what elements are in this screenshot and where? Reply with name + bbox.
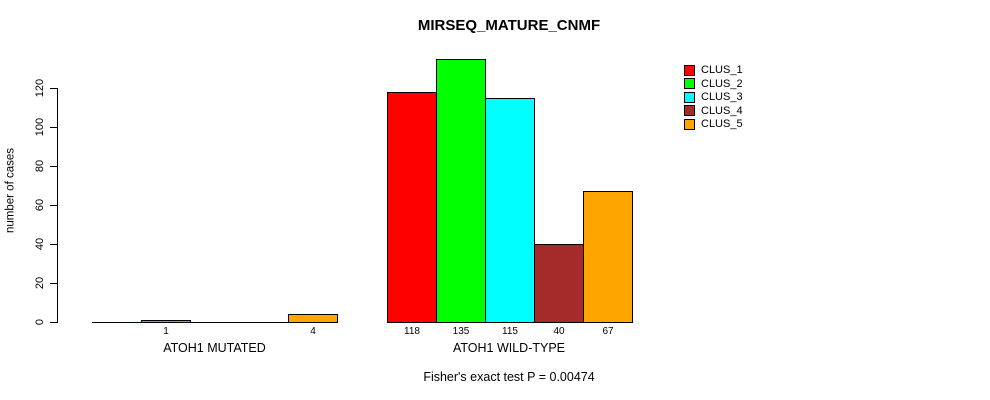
legend-item-clus_4: CLUS_4 [684, 105, 743, 117]
chart-title: MIRSEQ_MATURE_CNMF [417, 17, 601, 34]
y-axis-tick-label: 80 [34, 159, 46, 173]
bar-atoh1-wild-type-clus_4 [534, 244, 584, 323]
group-label: ATOH1 WILD-TYPE [452, 341, 566, 355]
legend-label: CLUS_1 [701, 64, 743, 76]
y-axis-tick-label: 0 [34, 318, 46, 326]
y-axis-tick-label: 40 [34, 237, 46, 251]
y-axis-tick-label: 100 [34, 117, 46, 137]
y-axis-tick-label: 60 [34, 198, 46, 212]
bar-atoh1-mutated-clus_5 [288, 314, 338, 323]
fisher-test-note: Fisher's exact test P = 0.00474 [423, 370, 595, 384]
legend-label: CLUS_2 [701, 77, 743, 90]
bar-atoh1-mutated-clus_2 [141, 320, 191, 323]
y-axis-line [57, 88, 58, 323]
bar-value-label: 1 [163, 326, 169, 337]
legend-item-clus_3: CLUS_3 [684, 91, 743, 103]
legend-swatch-clus_3 [684, 91, 695, 103]
legend-item-clus_2: CLUS_2 [684, 78, 743, 90]
group-label: ATOH1 MUTATED [163, 341, 266, 355]
legend-item-clus_5: CLUS_5 [684, 118, 743, 130]
bar-value-label: 115 [502, 326, 518, 337]
bar-zero-clus_4 [239, 322, 289, 323]
bar-value-label: 135 [452, 326, 470, 337]
legend-swatch-clus_2 [684, 78, 695, 89]
legend-label: CLUS_4 [701, 104, 743, 117]
y-axis-tick [50, 166, 57, 167]
y-axis-tick [50, 283, 57, 284]
bar-atoh1-wild-type-clus_1 [387, 92, 437, 323]
bar-value-label: 67 [602, 326, 614, 337]
bar-value-label: 4 [310, 326, 316, 337]
legend: CLUS_1 CLUS_2 CLUS_3 CLUS_4 CLUS_5 [684, 64, 743, 132]
y-axis-tick-label: 120 [34, 78, 46, 98]
y-axis-tick [50, 205, 57, 206]
bar-atoh1-wild-type-clus_5 [583, 191, 633, 323]
y-axis-tick [50, 88, 57, 89]
y-axis-tick [50, 127, 57, 128]
bar-atoh1-wild-type-clus_2 [436, 59, 486, 323]
legend-label: CLUS_5 [701, 118, 743, 130]
legend-item-clus_1: CLUS_1 [684, 64, 743, 76]
y-axis-tick [50, 322, 57, 323]
legend-swatch-clus_5 [684, 118, 695, 130]
bar-atoh1-wild-type-clus_3 [485, 98, 535, 323]
y-axis-tick-label: 20 [34, 276, 46, 290]
bar-zero-clus_3 [190, 322, 240, 323]
bar-value-label: 40 [553, 326, 565, 337]
bar-zero-clus_1 [92, 322, 142, 323]
bar-value-label: 118 [404, 326, 420, 337]
legend-swatch-clus_4 [684, 105, 695, 116]
y-axis-title: number of cases [4, 148, 17, 234]
y-axis-tick [50, 244, 57, 245]
legend-swatch-clus_1 [684, 64, 695, 76]
legend-label: CLUS_3 [701, 91, 743, 103]
